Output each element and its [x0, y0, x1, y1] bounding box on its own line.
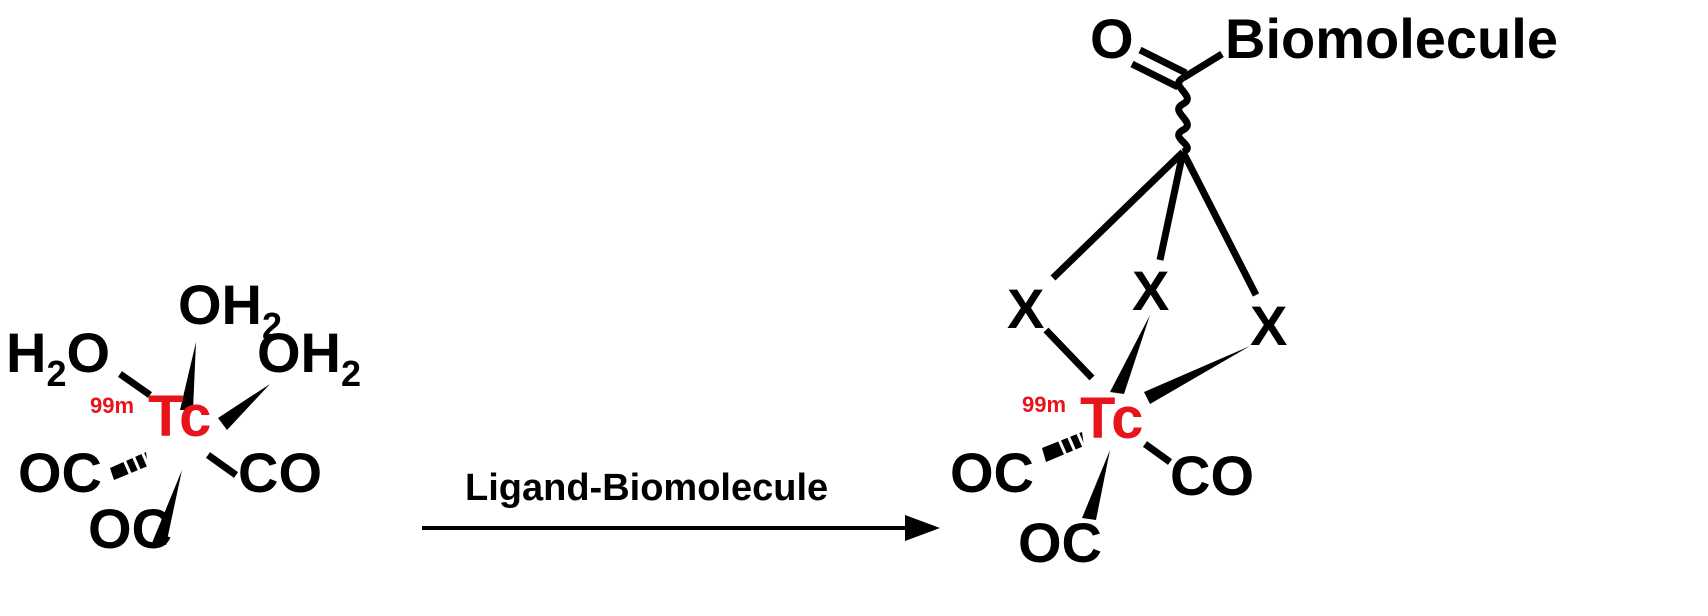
reactant-oh2-top: OH2 — [178, 273, 282, 346]
reactant-oh2-right: OH2 — [257, 321, 361, 394]
bond-apex-to-x-left — [1050, 149, 1186, 281]
reactant-carbonyl-bottom: OC — [88, 497, 172, 560]
bond-right-co — [205, 452, 239, 478]
reactant-carbonyl-left: OC — [18, 441, 102, 504]
bond-apex-to-x-middle — [1156, 151, 1187, 261]
arrow-label: Ligand-Biomolecule — [465, 467, 828, 509]
bond-wedge-x-right-to-tc — [1144, 346, 1250, 404]
bond-to-biomolecule — [1181, 51, 1224, 81]
bond-left-h2o — [117, 371, 153, 398]
bond-right-co-product — [1142, 441, 1173, 465]
product-donor-x-middle: X — [1132, 259, 1169, 322]
bond-hash-marks-left-product — [1055, 426, 1088, 461]
reaction-arrow: Ligand-Biomolecule — [422, 467, 940, 541]
reactant-isotope-label: 99m — [90, 393, 134, 418]
bond-x-left-to-tc — [1043, 327, 1095, 381]
bond-carbonyl-double-2 — [1130, 60, 1180, 91]
reactant-h2o-left: H2O — [6, 321, 110, 394]
bond-apex-to-x-right — [1179, 150, 1260, 297]
bond-hash-marks-left — [120, 446, 152, 479]
reactant-complex: 99m Tc H2O OH2 OH2 OC CO OC — [6, 273, 361, 560]
reactant-metal-label: Tc — [148, 384, 211, 449]
bond-wedge-top — [180, 342, 196, 410]
arrow-head — [905, 515, 940, 541]
product-metal-label: Tc — [1080, 386, 1143, 451]
product-biomolecule-label: Biomolecule — [1225, 7, 1558, 70]
product-carbonyl-bottom: OC — [1018, 511, 1102, 574]
product-carbonyl-right: CO — [1170, 444, 1254, 507]
product-carbonyl-left: OC — [950, 441, 1034, 504]
bond-wedge-bottom-product — [1082, 450, 1110, 520]
reactant-carbonyl-right: CO — [238, 441, 322, 504]
bond-carbonyl-double-1 — [1138, 46, 1188, 77]
bond-wedge-bottom — [152, 470, 182, 545]
bond-hashed-left-oc — [110, 452, 148, 480]
product-isotope-label: 99m — [1022, 392, 1066, 417]
product-carbonyl-oxygen: O — [1090, 7, 1134, 70]
bond-wavy-linker — [1175, 74, 1191, 156]
bond-wedge-x-middle-to-tc — [1110, 315, 1150, 394]
bond-wedge-right — [218, 384, 270, 430]
product-donor-x-left: X — [1007, 277, 1044, 340]
product-complex: O Biomolecule X X X 99m Tc OC CO OC — [950, 7, 1558, 574]
product-donor-x-right: X — [1250, 294, 1287, 357]
